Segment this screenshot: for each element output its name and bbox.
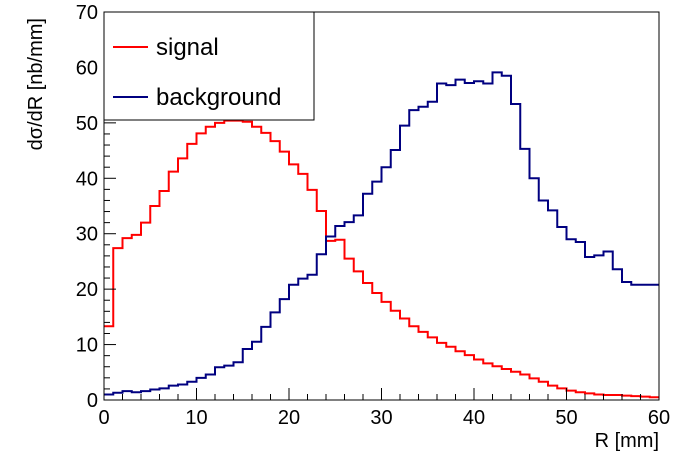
y-tick-label: 60 bbox=[76, 57, 98, 79]
y-tick-label: 20 bbox=[76, 279, 98, 301]
series-line-signal bbox=[104, 119, 659, 399]
x-tick-label: 40 bbox=[463, 407, 485, 429]
x-tick-label: 20 bbox=[278, 407, 300, 429]
series-layer bbox=[104, 71, 659, 399]
y-tick-label: 40 bbox=[76, 168, 98, 190]
axes-layer: 0 10 20 30 40 50 60 0 10 20 30 40 50 60 70 bbox=[76, 2, 670, 429]
y-tick-label: 50 bbox=[76, 113, 98, 135]
x-tick-label: 50 bbox=[555, 407, 577, 429]
y-tick-label: 10 bbox=[76, 335, 98, 357]
x-tick-label: 60 bbox=[648, 407, 670, 429]
x-tick-label: 10 bbox=[185, 407, 207, 429]
series-line-background bbox=[104, 71, 659, 396]
y-axis-title: dσ/dR [nb/mm] bbox=[25, 18, 47, 150]
legend: signal background bbox=[103, 11, 315, 121]
y-tick-label: 0 bbox=[87, 390, 98, 412]
y-tick-label: 30 bbox=[76, 224, 98, 246]
legend-label-signal: signal bbox=[156, 34, 219, 61]
x-tick-label: 30 bbox=[370, 407, 392, 429]
legend-label-background: background bbox=[156, 84, 281, 111]
y-tick-label: 70 bbox=[76, 2, 98, 24]
legend-box bbox=[103, 11, 315, 121]
x-tick-label: 0 bbox=[98, 407, 109, 429]
x-axis-title: R [mm] bbox=[595, 430, 659, 452]
